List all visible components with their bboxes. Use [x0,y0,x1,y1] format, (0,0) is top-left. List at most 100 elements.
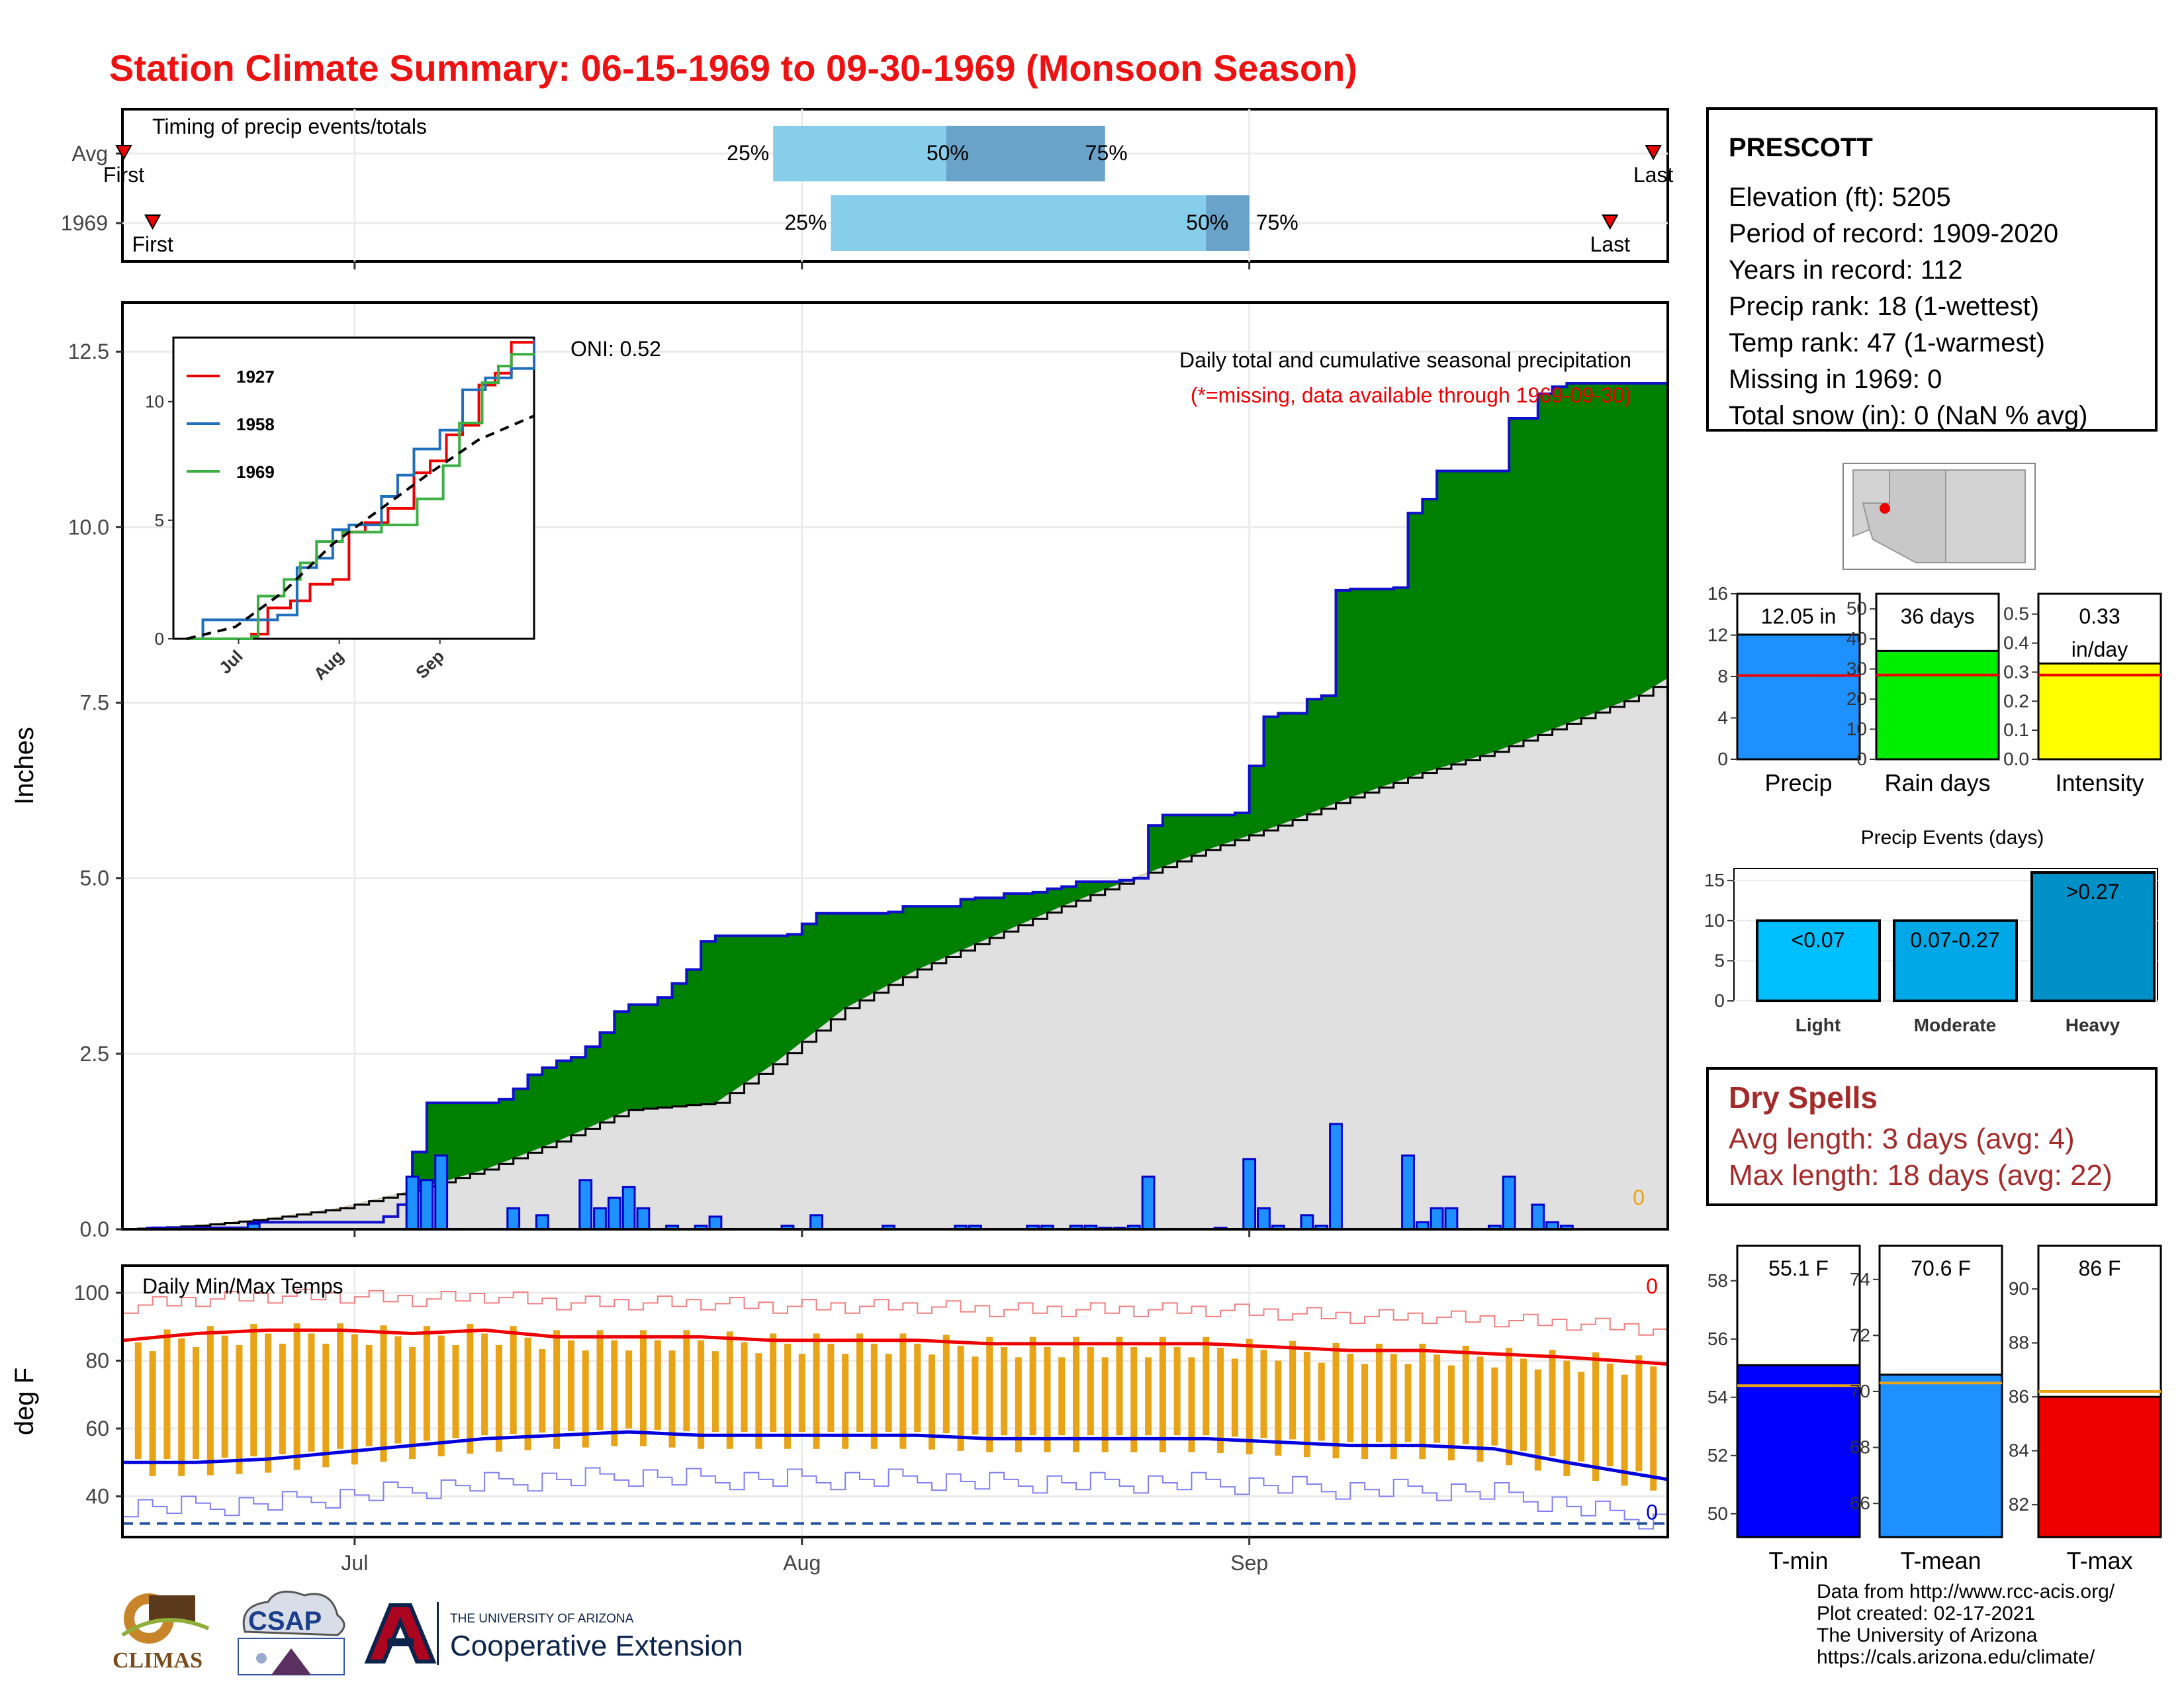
cumulative-diff-fill [585,1046,601,1130]
precip-events-title: Precip Events (days) [1861,827,2044,849]
x-tick-label: Sep [1230,1551,1268,1575]
timing-first-label: First [103,163,144,187]
record-max-line [124,1288,1668,1336]
cumulative-diff-fill [960,899,976,951]
summary-y-tick: 10 [1846,719,1867,739]
temp-summary-y-tick: 90 [2009,1278,2029,1299]
cumulative-diff-fill [917,906,933,970]
daily-temp-bar [308,1333,315,1452]
daily-precip-bar [420,1179,434,1231]
daily-temp-bar [1390,1354,1397,1460]
daily-temp-bar [827,1343,835,1432]
cumulative-diff-fill [1552,386,1567,730]
cumulative-diff-fill [1653,383,1668,688]
daily-temp-bar [957,1345,964,1451]
ua-logo-small-text: THE UNIVERSITY OF ARIZONA [450,1612,634,1626]
summary-bar [2037,662,2162,761]
temp-summary-bar [2037,1395,2162,1538]
daily-temp-bar [914,1343,921,1432]
summary-y-tick: 20 [1846,688,1867,709]
cumulative-diff-fill [1610,383,1625,708]
cumulative-diff-fill [1191,814,1206,857]
temp-y-tick-label: 100 [74,1281,109,1305]
cumulative-diff-fill [1422,498,1437,774]
cumulative-diff-fill [1494,471,1510,753]
daily-precip-bar [1300,1214,1314,1231]
summary-y-tick: 0 [1856,749,1867,769]
cumulative-diff-fill [931,906,947,964]
cumulative-diff-fill [801,923,817,1043]
temp-summary-y-tick: 72 [1850,1325,1870,1345]
daily-temp-bar [1606,1363,1614,1467]
daily-temp-bar [394,1336,402,1444]
y-tick-label: 5.0 [80,867,109,890]
timing-first-marker [115,145,132,161]
daily-temp-bar [178,1338,185,1476]
daily-temp-bar [279,1343,286,1454]
oni-label: ONI: 0.52 [570,337,661,361]
station-info-line: Period of record: 1909-2020 [1729,219,2059,248]
timing-first-label: First [132,232,173,256]
credit-line: Data from http://www.rcc-acis.org/ [1817,1581,2115,1603]
daily-temp-bar [1347,1354,1354,1442]
daily-precip-bar [535,1214,549,1231]
cumulative-diff-fill [1408,512,1423,778]
precip-events-bar-label: <0.07 [1792,928,1845,952]
daily-precip-bar [1430,1207,1444,1231]
daily-temp-bar [899,1333,907,1449]
cumulative-diff-fill [1321,695,1337,810]
cumulative-diff-fill [902,906,918,978]
cumulative-diff-fill [657,997,673,1108]
cumulative-diff-fill [1205,814,1221,851]
daily-temp-bar [236,1344,243,1474]
daily-temp-bar [1592,1352,1599,1481]
precip-events-bar [1756,919,1881,1002]
daily-temp-bar [986,1336,993,1452]
daily-temp-bar [206,1326,214,1476]
daily-precip-bar [1444,1207,1459,1231]
csap-logo-text: CSAP [248,1607,322,1636]
summary-y-tick: 0.5 [2003,604,2029,624]
summary-value-label: 12.05 in [1761,604,1837,628]
cumulative-diff-fill [643,1004,659,1109]
station-info-line: Missing in 1969: 0 [1729,365,1942,394]
avg-tmin-line [124,1430,1668,1481]
summary-y-tick: 0.4 [2003,633,2029,653]
daily-temp-bar [798,1354,805,1432]
temp-y-tick-label: 80 [85,1349,109,1373]
daily-temp-bar [524,1337,531,1450]
daily-precip-bar [1502,1175,1516,1231]
daily-temp-bar [1635,1355,1643,1472]
timing-quartile-bar [831,195,1250,251]
temp-missing-max: 0 [1646,1274,1658,1298]
temp-summary-y-tick: 54 [1707,1387,1728,1407]
cumulative-diff-fill [888,912,903,986]
summary-bar-label: Intensity [2055,769,2144,796]
inset-frame [172,336,535,640]
precip-events-y-tick: 10 [1704,910,1725,931]
average-cumulative-area [124,678,1668,1229]
summary-bar-label: Rain days [1884,769,1990,796]
y-axis-label: Inches [10,727,39,805]
daily-precip-bar [1242,1158,1257,1231]
summary-y-tick: 12 [1707,625,1728,645]
daily-temp-bar [711,1351,719,1432]
climas-logo-text: CLIMAS [113,1648,203,1673]
cumulative-diff-fill [1393,587,1409,784]
daily-temp-bar [1477,1356,1484,1462]
daily-temp-bar [495,1344,502,1452]
cumulative-precip-line [124,381,1668,1231]
y-tick-label: 7.5 [80,691,109,715]
cumulative-diff-fill [1379,588,1394,788]
daily-temp-bar [1231,1358,1238,1437]
cumulative-diff-fill [672,983,687,1107]
summary-y-tick: 8 [1717,666,1728,686]
station-info-line: Elevation (ft): 5205 [1729,183,1951,212]
daily-temp-bar [1044,1347,1051,1452]
y-tick-label: 0.0 [80,1217,109,1241]
daily-temp-bar [929,1354,936,1450]
temp-summary-y-tick: 84 [2009,1440,2029,1461]
station-info-line: Temp rank: 47 (1-warmest) [1729,328,2045,357]
daily-temp-bar [1145,1357,1152,1436]
